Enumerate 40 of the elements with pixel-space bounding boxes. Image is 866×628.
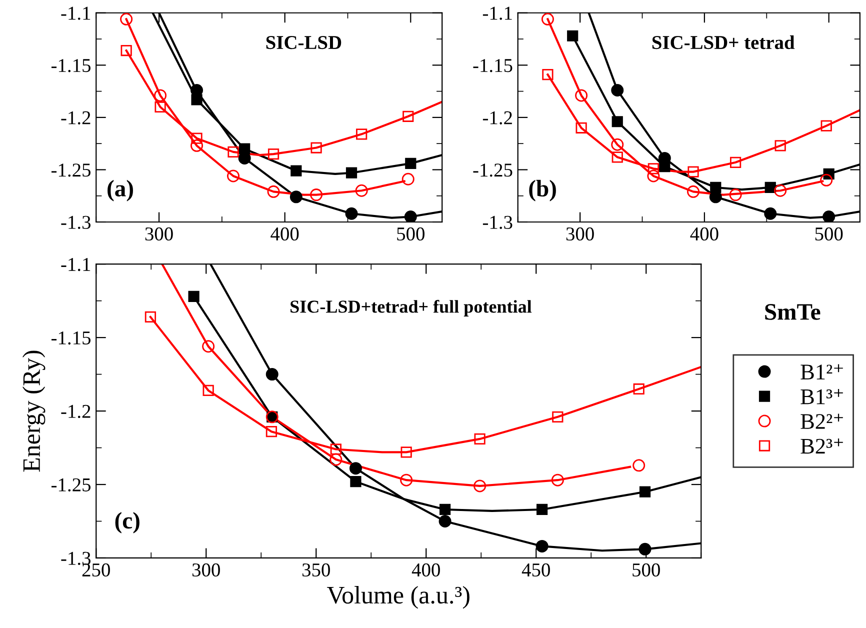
- x-tick-label: 400: [690, 227, 718, 241]
- x-tick-label: 500: [632, 563, 660, 577]
- x-tick-label: 250: [82, 563, 110, 577]
- y-axis-title: Energy (Ry): [22, 350, 46, 472]
- x-tick-label: 400: [412, 563, 440, 577]
- y-tick-label: -1.2: [61, 111, 90, 124]
- x-tick-label: 300: [192, 563, 220, 577]
- legend-label: B1²⁺: [800, 364, 843, 380]
- annotation: (a): [108, 180, 133, 202]
- x-tick-label: 500: [815, 227, 843, 241]
- y-tick-label: -1.3: [61, 216, 91, 230]
- annotation: SIC-LSD: [266, 36, 342, 50]
- x-tick-label: 300: [566, 227, 594, 241]
- y-tick-label: -1.1: [482, 6, 512, 20]
- y-tick-label: -1.15: [473, 59, 512, 72]
- y-tick-label: -1.3: [61, 552, 91, 565]
- annotation: SIC-LSD+ tetrad: [652, 35, 795, 50]
- legend-label: B2²⁺: [800, 414, 843, 429]
- y-tick-label: -1.3: [482, 216, 512, 230]
- x-tick-label: 450: [522, 563, 550, 577]
- x-tick-label: 300: [145, 227, 173, 241]
- x-tick-label: 350: [302, 563, 330, 577]
- y-tick-label: -1.25: [51, 164, 91, 177]
- annotation: (c): [115, 512, 140, 534]
- y-tick-label: -1.2: [61, 404, 90, 418]
- text: SmTe: [765, 304, 820, 320]
- legend-label: B1³⁺: [800, 389, 843, 404]
- y-tick-label: -1.15: [51, 59, 91, 72]
- annotation: SIC-LSD+tetrad+ full potential: [290, 300, 532, 316]
- y-tick-label: -1.25: [51, 478, 91, 492]
- y-tick-label: -1.25: [473, 164, 512, 177]
- y-tick-label: -1.2: [482, 111, 512, 124]
- y-tick-label: -1.1: [61, 258, 90, 272]
- annotation: (b): [529, 180, 556, 202]
- x-tick-label: 400: [270, 227, 299, 241]
- x-axis-title: Volume (a.u.³): [326, 586, 470, 609]
- y-tick-label: -1.1: [61, 6, 90, 20]
- legend-label: B2³⁺: [800, 438, 843, 454]
- y-tick-label: -1.15: [51, 331, 91, 345]
- x-tick-label: 500: [397, 227, 424, 241]
